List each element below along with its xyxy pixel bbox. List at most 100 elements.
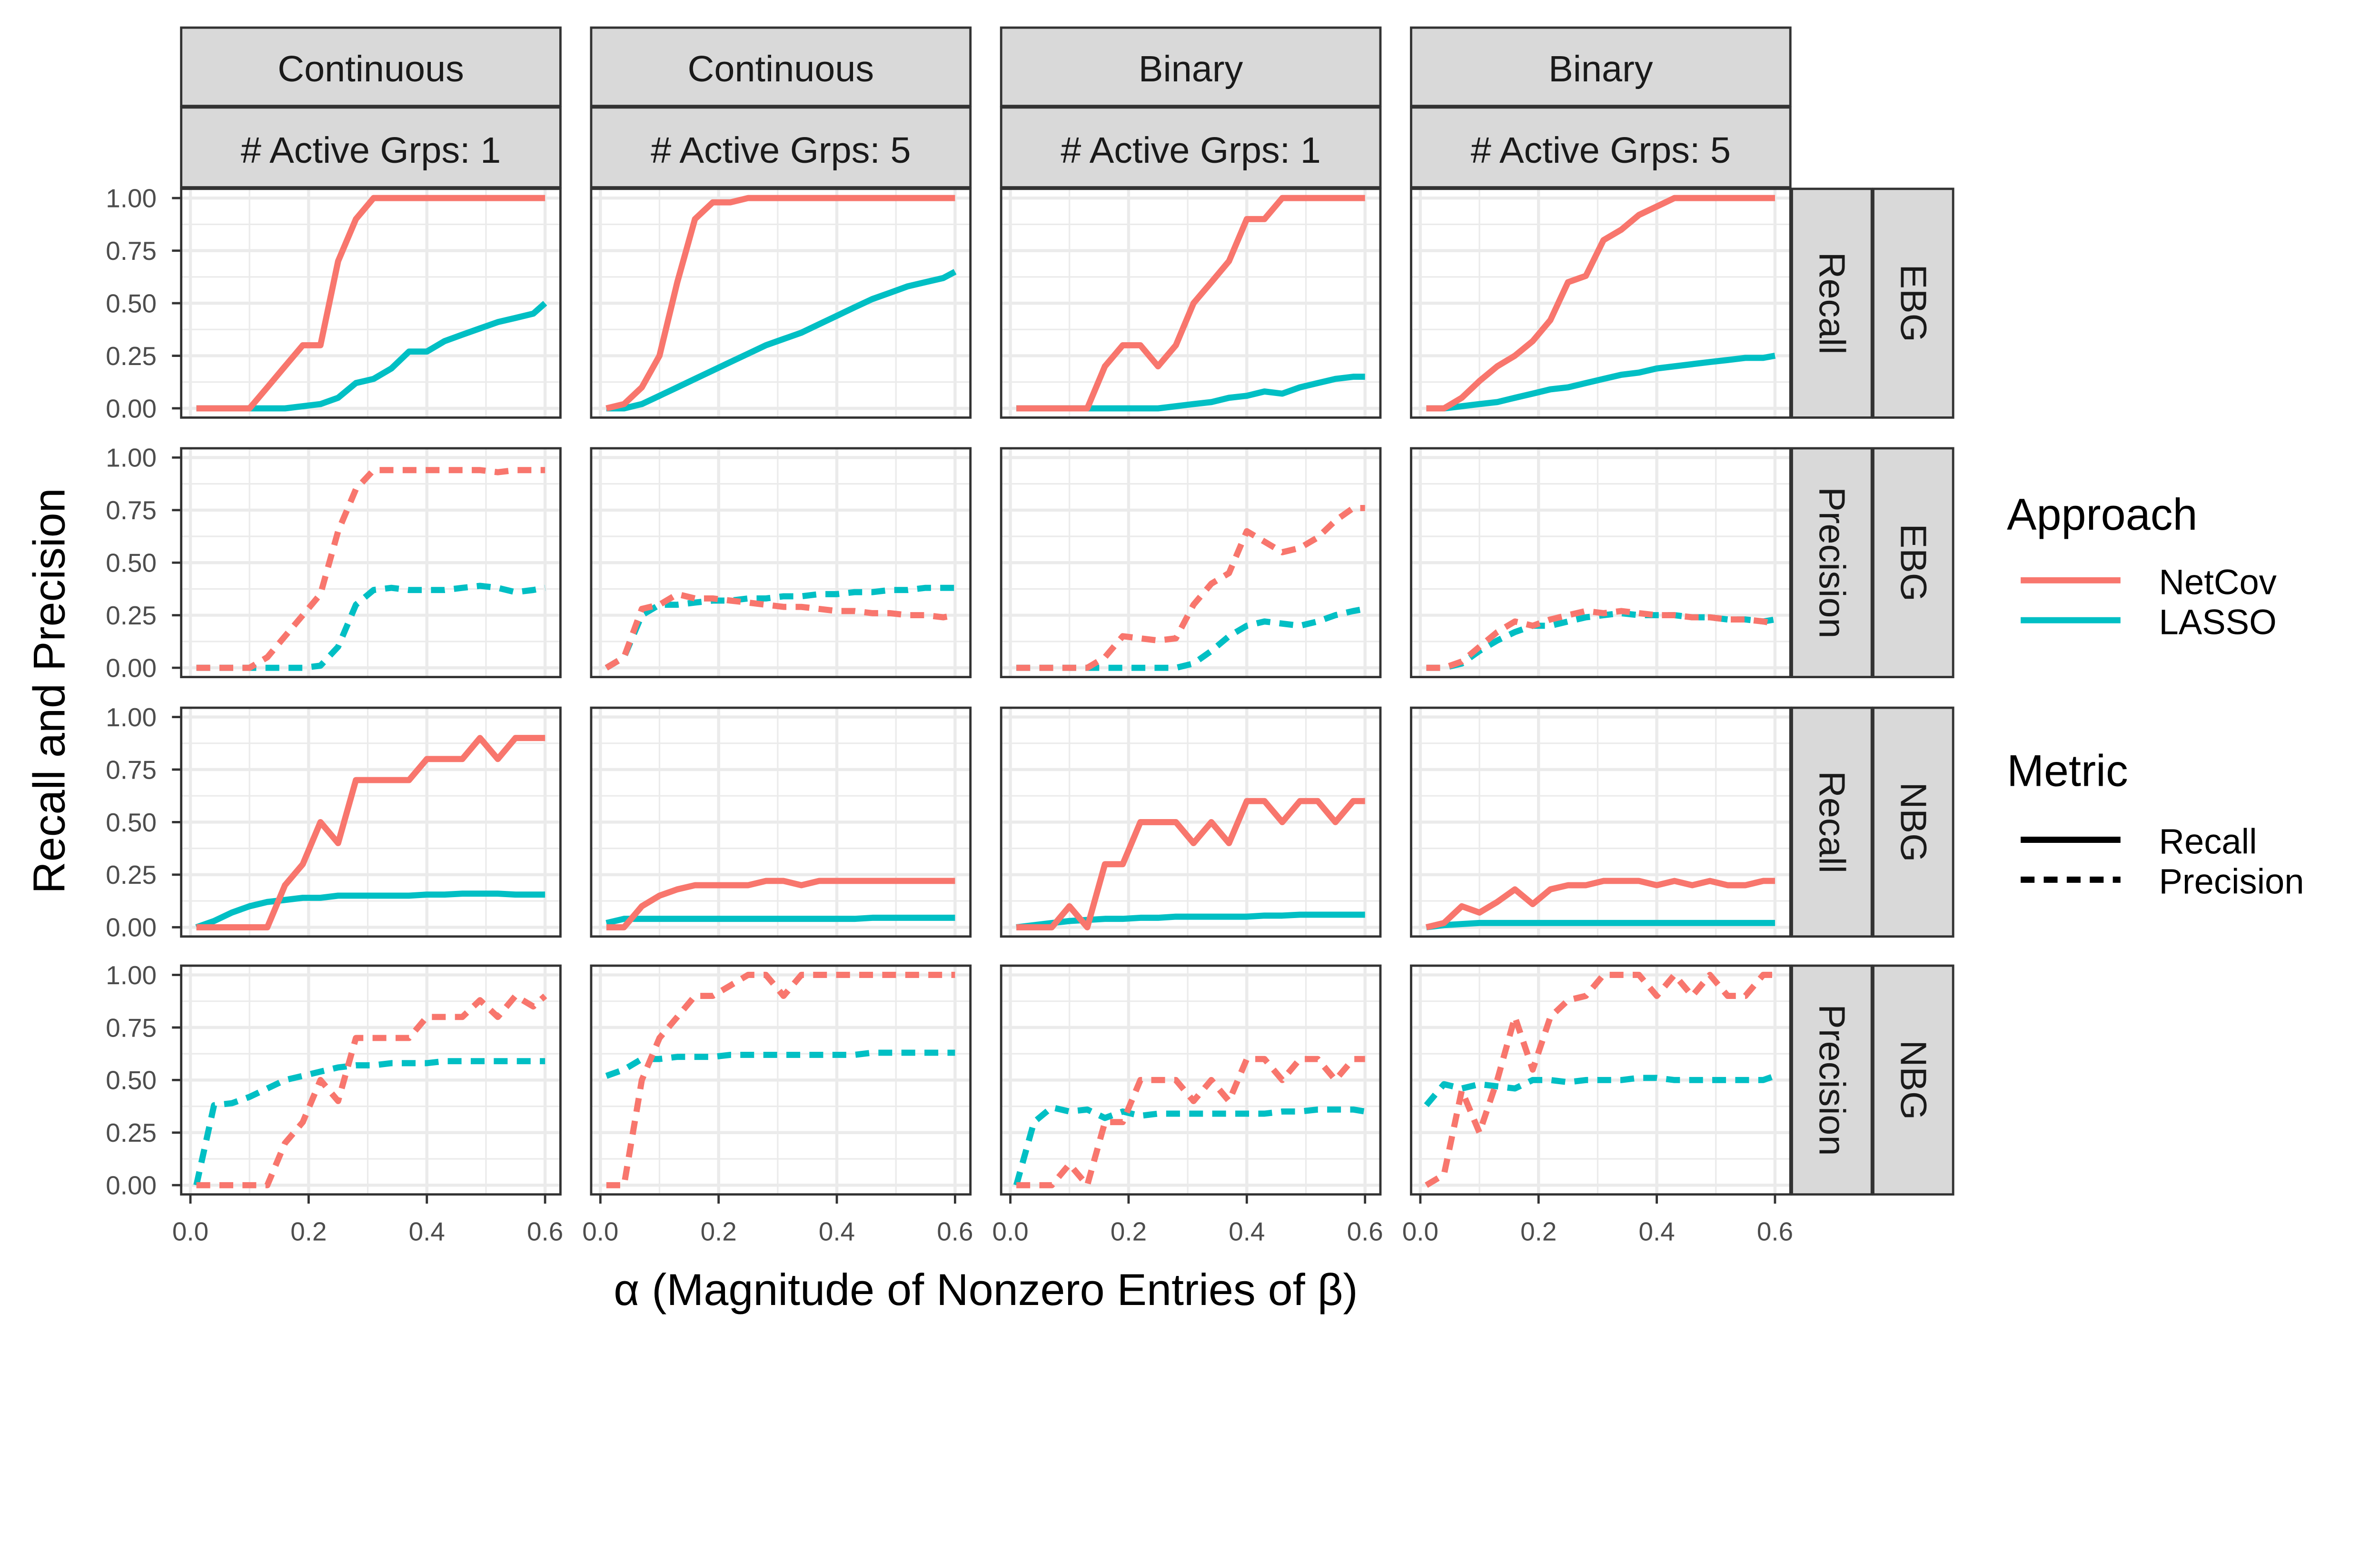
y-tick-label: 0.75 — [106, 236, 157, 266]
row-strip-metric — [1791, 188, 1873, 419]
y-tick-label: 1.00 — [106, 184, 157, 213]
legend: Approach NetCov LASSO Metric Recall Prec… — [2007, 489, 2304, 901]
x-tick-label: 0.2 — [1520, 1216, 1557, 1246]
row-strip-graph-label: EBG — [1893, 264, 1934, 342]
legend-precision-label: Precision — [2159, 861, 2304, 901]
series-line-lasso — [1016, 911, 1365, 930]
series-line-lasso — [195, 890, 545, 930]
series-line-netcov — [196, 195, 545, 412]
legend-recall-label: Recall — [2159, 822, 2257, 861]
series-line-lasso — [1426, 353, 1776, 412]
column-strip-groups — [180, 106, 562, 188]
row-strip-graph — [1872, 706, 1954, 938]
y-tick-label: 0.25 — [106, 601, 157, 630]
legend-netcov-label: NetCov — [2159, 562, 2276, 602]
series-line-netcov — [1016, 798, 1365, 930]
series-line-netcov — [1425, 971, 1775, 1188]
column-strip-groups-label: # Active Grps: 5 — [1471, 130, 1731, 171]
y-tick-label: 0.25 — [106, 341, 157, 371]
panel-border — [590, 706, 972, 938]
series-line-netcov — [1426, 608, 1776, 671]
legend-approach-title: Approach — [2007, 489, 2197, 539]
series-line-netcov — [606, 971, 955, 1188]
y-tick-label: 0.00 — [106, 653, 157, 682]
facet-panel — [1000, 706, 1382, 938]
series-line-lasso — [1426, 919, 1775, 930]
x-tick-label: 0.2 — [701, 1216, 737, 1246]
series-line-netcov — [1425, 878, 1775, 930]
x-tick-label: 0.4 — [409, 1216, 445, 1246]
y-tick-label: 0.75 — [106, 495, 157, 525]
column-strip-groups — [590, 106, 972, 188]
facet-panel — [590, 447, 972, 678]
y-tick-label: 0.75 — [106, 755, 157, 784]
column-strip-groups-label: # Active Grps: 1 — [1061, 130, 1320, 171]
y-axis-label: Recall and Precision — [24, 488, 74, 894]
facet-panel — [1410, 447, 1792, 678]
row-strip-metric-label: Precision — [1812, 487, 1853, 638]
series-line-netcov — [606, 878, 955, 930]
legend-lasso-label: LASSO — [2159, 602, 2276, 642]
y-tick-label: 0.50 — [106, 288, 157, 318]
y-tick-label: 0.25 — [106, 860, 157, 890]
facet-panel — [1410, 964, 1792, 1196]
facet-panel — [1410, 188, 1792, 419]
y-tick-label: 0.75 — [106, 1013, 157, 1042]
facet-panel — [1000, 964, 1382, 1196]
facet-panel — [590, 964, 972, 1196]
y-tick-label: 1.00 — [106, 960, 157, 990]
row-strip-graph-label: NBG — [1893, 782, 1934, 862]
column-strip-type — [590, 26, 972, 107]
series-line-lasso — [1424, 1073, 1776, 1107]
facet-panel — [1000, 447, 1382, 678]
series-line-netcov — [1016, 504, 1365, 671]
x-tick-label: 0.0 — [172, 1216, 208, 1246]
series-line-lasso — [605, 914, 955, 926]
column-strip-groups-label: # Active Grps: 1 — [241, 130, 501, 171]
panel-border — [1410, 447, 1792, 678]
row-strip-metric-label: Recall — [1812, 252, 1853, 355]
facet-panel — [1410, 706, 1792, 938]
panel-border — [590, 964, 972, 1196]
facet-panel — [180, 188, 562, 419]
column-strip-groups — [1410, 106, 1792, 188]
panel-border — [1000, 964, 1382, 1196]
row-strip-metric — [1791, 706, 1873, 938]
facet-panel — [180, 964, 562, 1196]
series-line-lasso — [193, 1058, 545, 1186]
series-line-netcov — [605, 591, 956, 671]
series-line-lasso — [1013, 1104, 1366, 1186]
x-tick-label: 0.0 — [1402, 1216, 1438, 1246]
x-tick-label: 0.2 — [290, 1216, 327, 1246]
panel-border — [1410, 188, 1792, 419]
y-tick-label: 0.50 — [106, 548, 157, 578]
column-strip-type-label: Binary — [1548, 49, 1653, 89]
x-tick-label: 0.4 — [1639, 1216, 1675, 1246]
x-tick-label: 0.0 — [582, 1216, 618, 1246]
panel-border — [590, 188, 972, 419]
y-tick-label: 0.25 — [106, 1118, 157, 1147]
y-tick-label: 0.50 — [106, 1066, 157, 1095]
x-tick-label: 0.6 — [1757, 1216, 1793, 1246]
row-strip-graph — [1872, 964, 1954, 1196]
column-strip-type-label: Continuous — [688, 49, 874, 89]
column-strip-type — [1410, 26, 1792, 107]
x-tick-label: 0.2 — [1111, 1216, 1147, 1246]
column-strip-type-label: Binary — [1139, 49, 1243, 89]
y-tick-label: 0.50 — [106, 808, 157, 837]
column-strip-type — [1000, 26, 1382, 107]
row-strip-graph — [1872, 188, 1954, 419]
row-strip-graph — [1872, 447, 1954, 678]
y-tick-label: 0.00 — [106, 913, 157, 942]
column-strip-groups-label: # Active Grps: 5 — [651, 130, 911, 171]
y-tick-label: 0.00 — [106, 1171, 157, 1200]
row-strip-metric-label: Recall — [1812, 771, 1853, 873]
x-tick-label: 0.6 — [937, 1216, 973, 1246]
row-strip-metric-label: Precision — [1812, 1004, 1853, 1156]
series-line-netcov — [1426, 195, 1775, 412]
y-tick-label: 0.00 — [106, 394, 157, 423]
faceted-line-chart: α (Magnitude of Nonzero Entries of β) Re… — [24, 26, 2304, 1315]
facet-panel — [590, 188, 972, 419]
panel-border — [1000, 188, 1382, 419]
facet-panel — [180, 447, 562, 678]
